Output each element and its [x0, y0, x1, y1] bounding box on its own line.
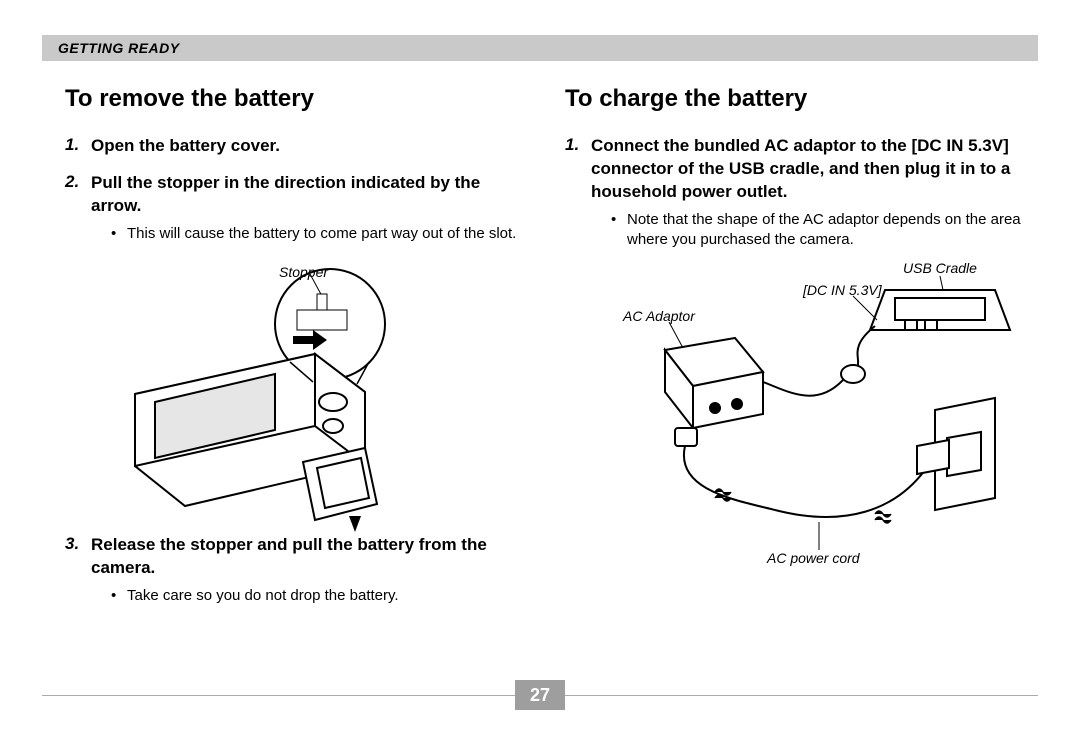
header-band: GETTING READY — [42, 35, 1038, 61]
step: 2. Pull the stopper in the direction ind… — [65, 172, 525, 218]
step: 1. Connect the bundled AC adaptor to the… — [565, 135, 1035, 204]
right-figure: USB Cradle [DC IN 5.3V] AC Adaptor AC po… — [565, 260, 1035, 580]
left-title: To remove the battery — [65, 85, 525, 113]
step-number: 3. — [65, 534, 91, 580]
page-number-box: 27 — [515, 680, 565, 710]
figure-label-ac-adaptor: AC Adaptor — [623, 308, 695, 324]
note: • Note that the shape of the AC adaptor … — [611, 210, 1035, 251]
note: • Take care so you do not drop the batte… — [111, 586, 525, 606]
figure-label-stopper: Stopper — [279, 264, 328, 280]
step-number: 1. — [565, 135, 591, 204]
figure-label-usb-cradle: USB Cradle — [903, 260, 977, 276]
bullet-icon: • — [111, 224, 127, 244]
step-text: Pull the stopper in the direction indica… — [91, 172, 525, 218]
bullet-icon: • — [611, 210, 627, 251]
camera-illustration-svg — [65, 254, 525, 534]
step-text: Open the battery cover. — [91, 135, 280, 158]
content-columns: To remove the battery 1. Open the batter… — [50, 85, 1030, 670]
note-text: Note that the shape of the AC adaptor de… — [627, 210, 1035, 251]
figure-label-ac-power-cord: AC power cord — [767, 550, 860, 566]
note: • This will cause the battery to come pa… — [111, 224, 525, 244]
right-column: To charge the battery 1. Connect the bun… — [550, 85, 1050, 670]
header-label: GETTING READY — [58, 40, 180, 56]
step-number: 2. — [65, 172, 91, 218]
figure-label-dc-in: [DC IN 5.3V] — [803, 282, 882, 298]
note-text: This will cause the battery to come part… — [127, 224, 516, 244]
step: 3. Release the stopper and pull the batt… — [65, 534, 525, 580]
step-text: Release the stopper and pull the battery… — [91, 534, 525, 580]
right-title: To charge the battery — [565, 85, 1035, 113]
step-text: Connect the bundled AC adaptor to the [D… — [591, 135, 1035, 204]
note-text: Take care so you do not drop the battery… — [127, 586, 399, 606]
page-number: 27 — [530, 685, 550, 706]
step: 1. Open the battery cover. — [65, 135, 525, 158]
step-number: 1. — [65, 135, 91, 158]
left-figure: Stopper — [65, 254, 525, 534]
left-column: To remove the battery 1. Open the batter… — [50, 85, 540, 670]
bullet-icon: • — [111, 586, 127, 606]
